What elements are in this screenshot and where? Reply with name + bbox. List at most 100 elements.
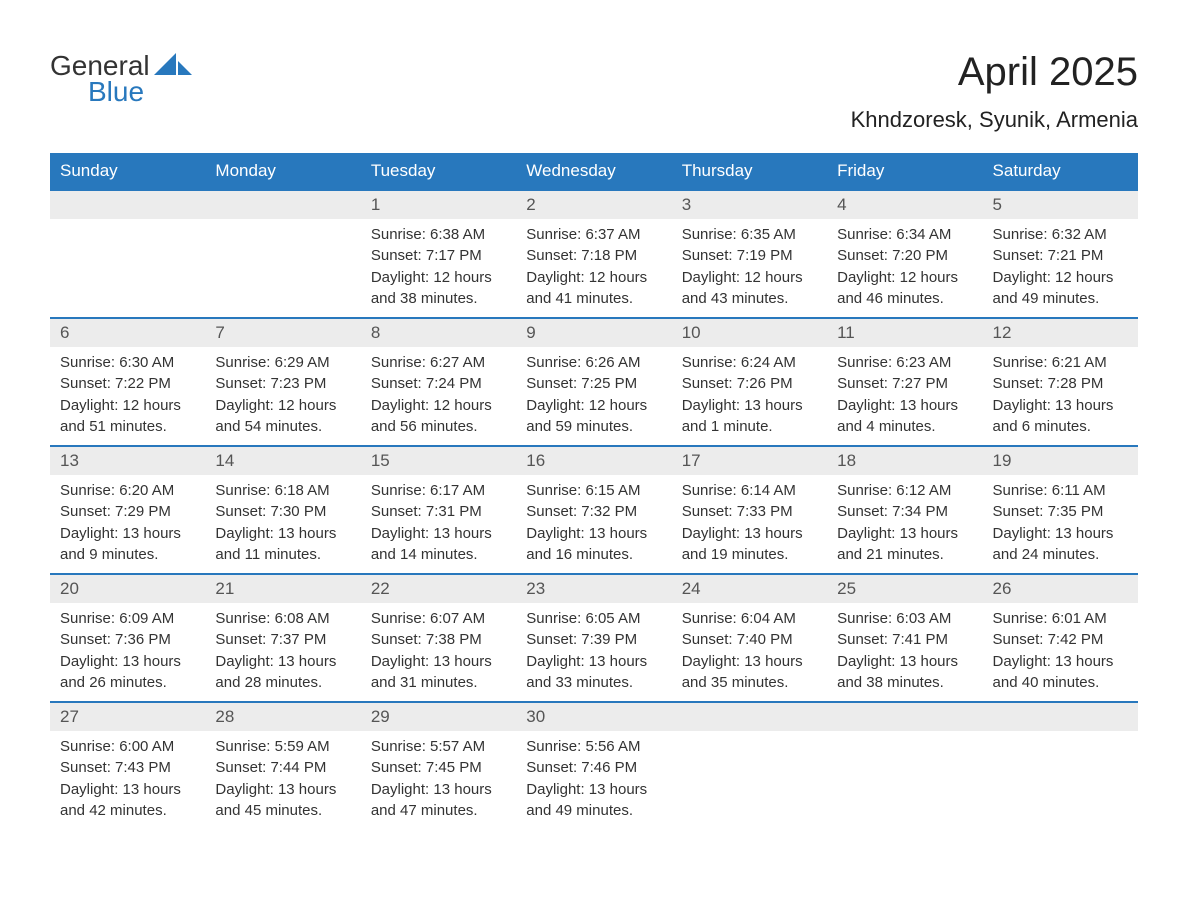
day-sunrise: Sunrise: 6:03 AM [837,609,972,629]
day-content: Sunrise: 5:57 AMSunset: 7:45 PMDaylight:… [361,731,516,828]
day-daylight1: Daylight: 13 hours [682,396,817,416]
day-sunset: Sunset: 7:28 PM [993,374,1128,394]
day-number: 12 [983,319,1138,347]
day-daylight1: Daylight: 13 hours [371,524,506,544]
day-sunset: Sunset: 7:42 PM [993,630,1128,650]
day-daylight2: and 51 minutes. [60,417,195,437]
day-number: 3 [672,191,827,219]
day-daylight2: and 46 minutes. [837,289,972,309]
day-daylight2: and 24 minutes. [993,545,1128,565]
day-sunrise: Sunrise: 6:07 AM [371,609,506,629]
day-daylight1: Daylight: 13 hours [993,396,1128,416]
day-cell: 13Sunrise: 6:20 AMSunset: 7:29 PMDayligh… [50,446,205,574]
day-content: Sunrise: 6:07 AMSunset: 7:38 PMDaylight:… [361,603,516,700]
day-number: 11 [827,319,982,347]
day-sunset: Sunset: 7:30 PM [215,502,350,522]
day-content: Sunrise: 6:20 AMSunset: 7:29 PMDaylight:… [50,475,205,572]
logo-text-blue: Blue [88,76,192,108]
day-cell: 4Sunrise: 6:34 AMSunset: 7:20 PMDaylight… [827,190,982,318]
day-daylight1: Daylight: 13 hours [215,780,350,800]
day-daylight2: and 45 minutes. [215,801,350,821]
day-cell: 25Sunrise: 6:03 AMSunset: 7:41 PMDayligh… [827,574,982,702]
day-daylight1: Daylight: 13 hours [526,524,661,544]
day-number: 20 [50,575,205,603]
day-sunrise: Sunrise: 6:08 AM [215,609,350,629]
day-sunrise: Sunrise: 6:18 AM [215,481,350,501]
day-sunset: Sunset: 7:34 PM [837,502,972,522]
day-number [50,191,205,219]
day-daylight1: Daylight: 13 hours [993,652,1128,672]
day-daylight1: Daylight: 13 hours [60,780,195,800]
day-daylight2: and 49 minutes. [993,289,1128,309]
calendar-header-row: Sunday Monday Tuesday Wednesday Thursday… [50,153,1138,190]
day-daylight1: Daylight: 12 hours [215,396,350,416]
day-daylight1: Daylight: 13 hours [526,652,661,672]
day-number: 26 [983,575,1138,603]
day-cell: 17Sunrise: 6:14 AMSunset: 7:33 PMDayligh… [672,446,827,574]
day-number: 13 [50,447,205,475]
day-sunset: Sunset: 7:25 PM [526,374,661,394]
day-daylight2: and 41 minutes. [526,289,661,309]
day-sunrise: Sunrise: 6:27 AM [371,353,506,373]
day-daylight1: Daylight: 13 hours [215,652,350,672]
day-cell: 11Sunrise: 6:23 AMSunset: 7:27 PMDayligh… [827,318,982,446]
day-number [205,191,360,219]
day-daylight1: Daylight: 13 hours [215,524,350,544]
day-sunset: Sunset: 7:17 PM [371,246,506,266]
day-daylight2: and 14 minutes. [371,545,506,565]
month-title: April 2025 [851,50,1138,95]
day-number: 21 [205,575,360,603]
day-daylight2: and 33 minutes. [526,673,661,693]
day-number: 29 [361,703,516,731]
day-number: 14 [205,447,360,475]
day-number: 30 [516,703,671,731]
day-sunset: Sunset: 7:26 PM [682,374,817,394]
day-sunrise: Sunrise: 6:24 AM [682,353,817,373]
day-sunrise: Sunrise: 5:56 AM [526,737,661,757]
day-number: 23 [516,575,671,603]
day-cell: 12Sunrise: 6:21 AMSunset: 7:28 PMDayligh… [983,318,1138,446]
day-sunrise: Sunrise: 6:20 AM [60,481,195,501]
day-daylight1: Daylight: 13 hours [526,780,661,800]
day-daylight2: and 49 minutes. [526,801,661,821]
day-content: Sunrise: 6:17 AMSunset: 7:31 PMDaylight:… [361,475,516,572]
day-sunrise: Sunrise: 6:00 AM [60,737,195,757]
day-sunrise: Sunrise: 6:17 AM [371,481,506,501]
day-content: Sunrise: 6:01 AMSunset: 7:42 PMDaylight:… [983,603,1138,700]
day-sunset: Sunset: 7:44 PM [215,758,350,778]
day-cell [50,190,205,318]
day-number [672,703,827,731]
day-sunrise: Sunrise: 6:38 AM [371,225,506,245]
day-number: 7 [205,319,360,347]
week-row: 27Sunrise: 6:00 AMSunset: 7:43 PMDayligh… [50,702,1138,830]
day-sunset: Sunset: 7:35 PM [993,502,1128,522]
day-cell [983,702,1138,830]
day-daylight1: Daylight: 12 hours [371,268,506,288]
day-daylight1: Daylight: 13 hours [993,524,1128,544]
day-content: Sunrise: 6:04 AMSunset: 7:40 PMDaylight:… [672,603,827,700]
day-number: 28 [205,703,360,731]
day-content: Sunrise: 6:09 AMSunset: 7:36 PMDaylight:… [50,603,205,700]
day-number: 18 [827,447,982,475]
day-sunset: Sunset: 7:43 PM [60,758,195,778]
day-sunset: Sunset: 7:29 PM [60,502,195,522]
day-number: 4 [827,191,982,219]
weekday-header: Saturday [983,153,1138,190]
day-cell: 6Sunrise: 6:30 AMSunset: 7:22 PMDaylight… [50,318,205,446]
header: General Blue April 2025 Khndzoresk, Syun… [50,50,1138,133]
day-daylight2: and 31 minutes. [371,673,506,693]
weekday-header: Monday [205,153,360,190]
day-daylight1: Daylight: 13 hours [371,780,506,800]
day-daylight1: Daylight: 13 hours [60,524,195,544]
day-content: Sunrise: 6:32 AMSunset: 7:21 PMDaylight:… [983,219,1138,316]
day-cell: 20Sunrise: 6:09 AMSunset: 7:36 PMDayligh… [50,574,205,702]
day-sunrise: Sunrise: 5:57 AM [371,737,506,757]
day-cell: 18Sunrise: 6:12 AMSunset: 7:34 PMDayligh… [827,446,982,574]
day-sunset: Sunset: 7:20 PM [837,246,972,266]
day-cell: 8Sunrise: 6:27 AMSunset: 7:24 PMDaylight… [361,318,516,446]
day-daylight2: and 19 minutes. [682,545,817,565]
day-sunrise: Sunrise: 6:01 AM [993,609,1128,629]
location: Khndzoresk, Syunik, Armenia [851,107,1138,133]
weekday-header: Wednesday [516,153,671,190]
day-number: 19 [983,447,1138,475]
